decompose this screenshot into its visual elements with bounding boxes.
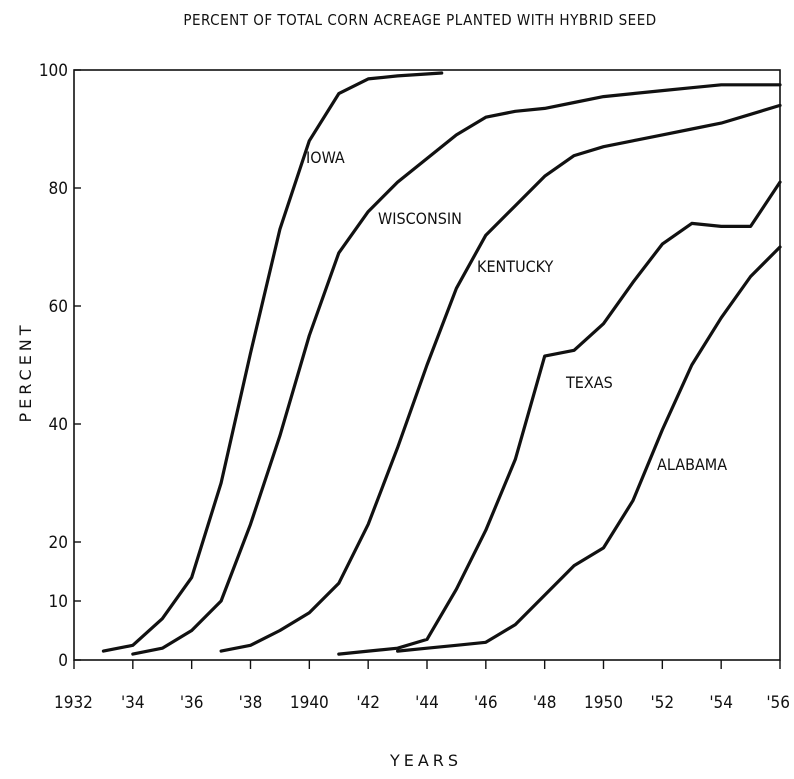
y-tick-label: 60 bbox=[49, 297, 68, 317]
series-lines bbox=[101, 71, 782, 656]
x-tick-label: '44 bbox=[415, 693, 439, 713]
y-tick-label: 20 bbox=[49, 533, 68, 553]
y-tick-label: 100 bbox=[39, 61, 68, 81]
series-line-wisconsin bbox=[131, 83, 782, 656]
series-label-alabama: ALABAMA bbox=[657, 455, 727, 474]
x-tick-label: '52 bbox=[650, 693, 674, 713]
x-tick-label: '34 bbox=[121, 693, 145, 713]
series-label-texas: TEXAS bbox=[565, 373, 613, 392]
y-tick-label: 0 bbox=[58, 651, 68, 671]
y-tick-label: 10 bbox=[49, 592, 68, 612]
y-tick-label: 80 bbox=[49, 179, 68, 199]
x-tick-label: '36 bbox=[180, 693, 204, 713]
chart-title: PERCENT OF TOTAL CORN ACREAGE PLANTED WI… bbox=[183, 11, 656, 29]
x-tick-label: 1940 bbox=[290, 693, 329, 713]
series-line-alabama bbox=[396, 245, 782, 653]
series-line-kentucky bbox=[219, 103, 782, 653]
x-tick-label: '54 bbox=[709, 693, 733, 713]
x-tick-label: '56 bbox=[766, 693, 790, 713]
y-axis-ticks: 0 10 20 40 60 80 100 bbox=[39, 61, 81, 671]
x-tick-label: 1950 bbox=[584, 693, 623, 713]
x-axis-label: YEARS bbox=[389, 751, 462, 770]
x-axis-ticks: 1932 '34 '36 '38 1940 '42 '44 '46 '48 1950 '52 '54 '… bbox=[54, 660, 790, 713]
series-line-iowa bbox=[101, 71, 444, 653]
series-label-iowa: IOWA bbox=[306, 148, 345, 167]
series-label-wisconsin: WISCONSIN bbox=[378, 209, 462, 228]
x-tick-label: '42 bbox=[356, 693, 380, 713]
x-tick-label: 1932 bbox=[54, 693, 93, 713]
x-tick-label: '38 bbox=[239, 693, 263, 713]
series-label-kentucky: KENTUCKY bbox=[477, 257, 554, 276]
y-axis-label: PERCENT bbox=[16, 321, 35, 422]
x-tick-label: '46 bbox=[474, 693, 498, 713]
x-tick-label: '48 bbox=[533, 693, 557, 713]
y-tick-label: 40 bbox=[49, 415, 68, 435]
series-line-texas bbox=[337, 180, 782, 656]
